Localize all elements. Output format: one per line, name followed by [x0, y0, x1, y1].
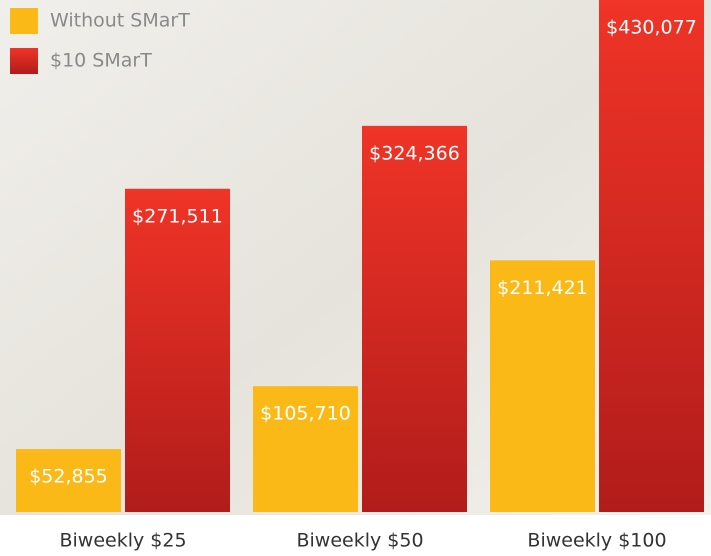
chart: $52,855 $271,511 Biweekly $25 $105,710 $324,…: [0, 0, 711, 556]
value-label: $271,511: [132, 205, 223, 227]
legend-swatch: [10, 48, 38, 74]
x-tick-label: Biweekly $25: [59, 530, 186, 552]
value-label: $52,855: [29, 466, 108, 488]
value-label: $430,077: [606, 17, 697, 39]
value-label: $324,366: [369, 142, 460, 164]
bar: [125, 189, 230, 512]
x-tick-label: Biweekly $100: [527, 530, 666, 552]
bar: [362, 126, 467, 512]
legend-label: $10 SMarT: [50, 50, 152, 72]
value-label: $211,421: [497, 277, 588, 299]
legend-swatch: [10, 8, 38, 34]
value-label: $105,710: [260, 403, 351, 425]
x-tick-label: Biweekly $50: [296, 530, 423, 552]
bar: [599, 0, 704, 512]
legend-label: Without SMarT: [50, 10, 190, 32]
